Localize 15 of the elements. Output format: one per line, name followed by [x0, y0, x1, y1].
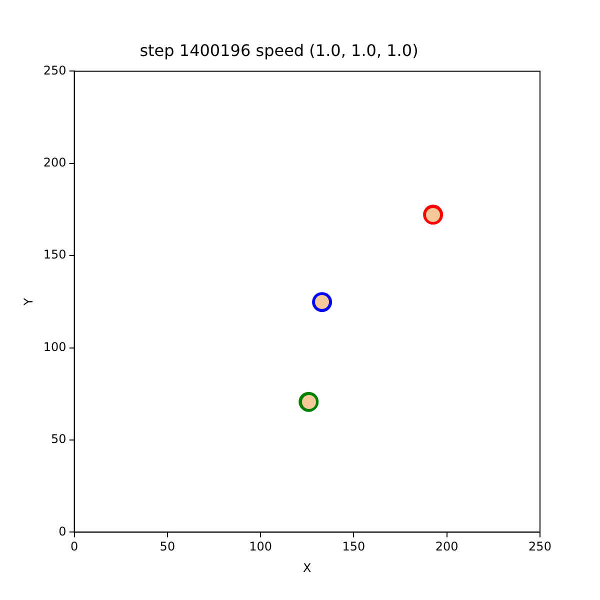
x-axis-title: X — [303, 560, 312, 575]
y-tick-label: 100 — [43, 340, 66, 354]
y-tick-label: 50 — [51, 432, 66, 446]
y-tick-label: 150 — [43, 248, 66, 262]
x-tick-label: 50 — [160, 540, 176, 554]
x-tick-label: 250 — [528, 540, 552, 554]
x-tick-label: 200 — [435, 540, 458, 554]
y-axis-title: Y — [21, 297, 36, 306]
x-tick-label: 150 — [342, 540, 366, 554]
chart-title: step 1400196 speed (1.0, 1.0, 1.0) — [140, 40, 418, 60]
x-tick-label: 0 — [70, 540, 78, 554]
y-tick-label: 0 — [58, 524, 66, 538]
y-tick-label: 200 — [43, 156, 66, 170]
y-tick-label: 250 — [43, 63, 66, 78]
x-tick-label: 100 — [249, 540, 272, 554]
